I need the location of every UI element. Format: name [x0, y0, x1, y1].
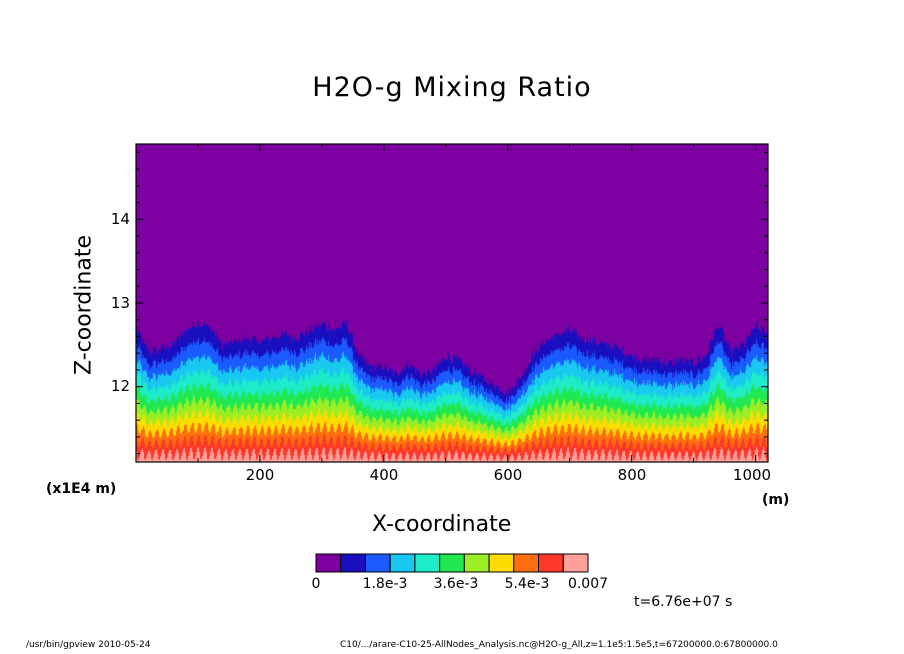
colorbar-swatch	[389, 553, 416, 573]
colorbar-swatch	[488, 553, 515, 573]
x-axis-label: X-coordinate	[372, 512, 512, 537]
colorbar-swatch	[315, 553, 342, 573]
colorbar-swatch	[538, 553, 564, 573]
x-tick-label: 1000	[732, 466, 772, 484]
y-tick-label: 13	[110, 294, 130, 312]
footer-data-source: C10/.../arare-C10-25-AllNodes_Analysis.n…	[340, 640, 778, 650]
colorbar-swatch	[439, 553, 465, 573]
colorbar-swatch	[513, 553, 540, 573]
colorbar-swatch	[562, 553, 589, 573]
plot-frame-axes	[135, 143, 769, 463]
footer-program-date: /usr/bin/gpview 2010-05-24	[26, 640, 151, 650]
plot-border	[135, 143, 769, 463]
colorbar-swatch	[364, 553, 391, 573]
y-tick-label: 12	[110, 377, 130, 395]
contour-plot-area	[136, 144, 768, 462]
colorbar-tick-label: 0.007	[567, 576, 609, 592]
colorbar-tick-label: 3.6e-3	[433, 576, 479, 592]
y-axis-scale-label: (x1E4 m)	[46, 481, 117, 497]
colorbar-tick-label: 1.8e-3	[362, 576, 408, 592]
time-label: t=6.76e+07 s	[634, 594, 733, 610]
x-axis-unit: (m)	[762, 492, 790, 508]
colorbar-swatch	[463, 553, 490, 573]
colorbar	[315, 553, 589, 573]
y-axis-label: Z-coordinate	[71, 235, 97, 375]
colorbar-swatch	[340, 553, 366, 573]
x-tick-label: 200	[245, 466, 275, 484]
colorbar-tick-label: 0	[311, 576, 321, 592]
x-tick-label: 400	[369, 466, 399, 484]
chart-title: H2O-g Mixing Ratio	[312, 72, 592, 103]
colorbar-swatch	[414, 553, 441, 573]
y-tick-label: 14	[110, 210, 130, 228]
x-tick-label: 600	[493, 466, 523, 484]
colorbar-tick-label: 5.4e-3	[504, 576, 550, 592]
x-tick-label: 800	[617, 466, 647, 484]
